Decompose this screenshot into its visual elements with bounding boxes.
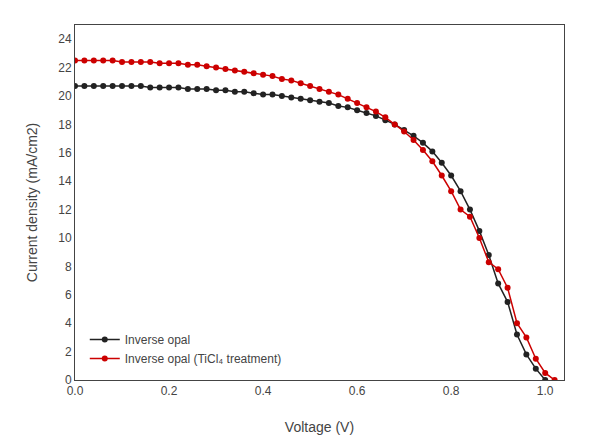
svg-text:4: 4 [65,316,72,330]
svg-text:8: 8 [65,260,72,274]
svg-text:Voltage (V): Voltage (V) [285,419,354,435]
svg-text:0: 0 [65,373,72,387]
svg-text:0.8: 0.8 [443,384,460,398]
svg-text:20: 20 [58,89,72,103]
svg-text:22: 22 [58,61,72,75]
svg-text:10: 10 [58,231,72,245]
svg-text:0.0: 0.0 [67,384,84,398]
svg-text:0.2: 0.2 [161,384,178,398]
svg-text:16: 16 [58,146,72,160]
svg-text:12: 12 [58,203,72,217]
svg-text:14: 14 [58,174,72,188]
svg-text:Inverse opal: Inverse opal [125,333,190,347]
svg-text:Current density (mA/cm2): Current density (mA/cm2) [24,123,40,282]
svg-text:2: 2 [65,345,72,359]
svg-text:6: 6 [65,288,72,302]
svg-text:Inverse opal (TiCl₄ treatment): Inverse opal (TiCl₄ treatment) [125,352,282,366]
svg-text:24: 24 [58,32,72,46]
svg-text:1.0: 1.0 [537,384,554,398]
svg-text:0.6: 0.6 [349,384,366,398]
svg-text:18: 18 [58,118,72,132]
svg-text:0.4: 0.4 [255,384,272,398]
